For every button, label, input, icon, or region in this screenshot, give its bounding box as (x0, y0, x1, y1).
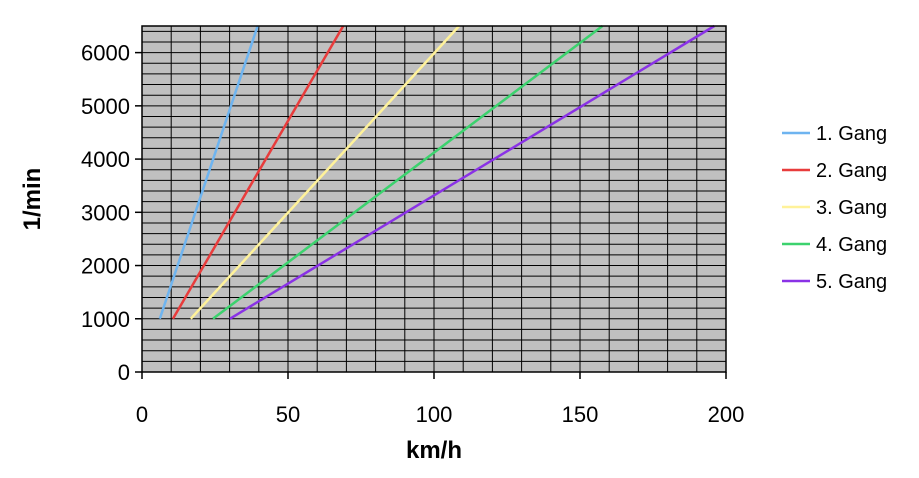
x-axis-ticks: 0 50 100 150 200 (136, 372, 744, 427)
series-line-gang-3 (189, 25, 461, 320)
y-tick-label: 6000 (81, 41, 130, 66)
legend-label: 3. Gang (816, 197, 887, 219)
legend-label: 1. Gang (816, 123, 887, 145)
legend: 1. Gang 2. Gang 3. Gang 4. Gang 5. Gang (782, 123, 887, 293)
y-tick-label: 2000 (81, 254, 130, 279)
y-tick-label: 3000 (81, 200, 130, 225)
y-axis-ticks: 0 1000 2000 3000 4000 5000 6000 (81, 41, 142, 385)
grid (142, 26, 726, 372)
y-tick-label: 5000 (81, 94, 130, 119)
series-line-gang-1 (158, 25, 259, 320)
legend-label: 2. Gang (816, 160, 887, 182)
y-axis-title: 1/min (19, 168, 46, 231)
series-line-gang-5 (229, 24, 715, 320)
legend-label: 4. Gang (816, 234, 887, 256)
series-lines (158, 24, 715, 320)
x-tick-label: 200 (708, 402, 745, 427)
x-axis-title: km/h (406, 437, 462, 464)
series-line-gang-2 (171, 25, 345, 320)
x-tick-label: 100 (416, 402, 453, 427)
y-tick-label: 1000 (81, 307, 130, 332)
x-tick-label: 150 (562, 402, 599, 427)
x-tick-label: 0 (136, 402, 148, 427)
series-line-gang-4 (212, 25, 604, 320)
legend-label: 5. Gang (816, 271, 887, 293)
x-tick-label: 50 (276, 402, 300, 427)
y-tick-label: 0 (118, 360, 130, 385)
y-tick-label: 4000 (81, 147, 130, 172)
